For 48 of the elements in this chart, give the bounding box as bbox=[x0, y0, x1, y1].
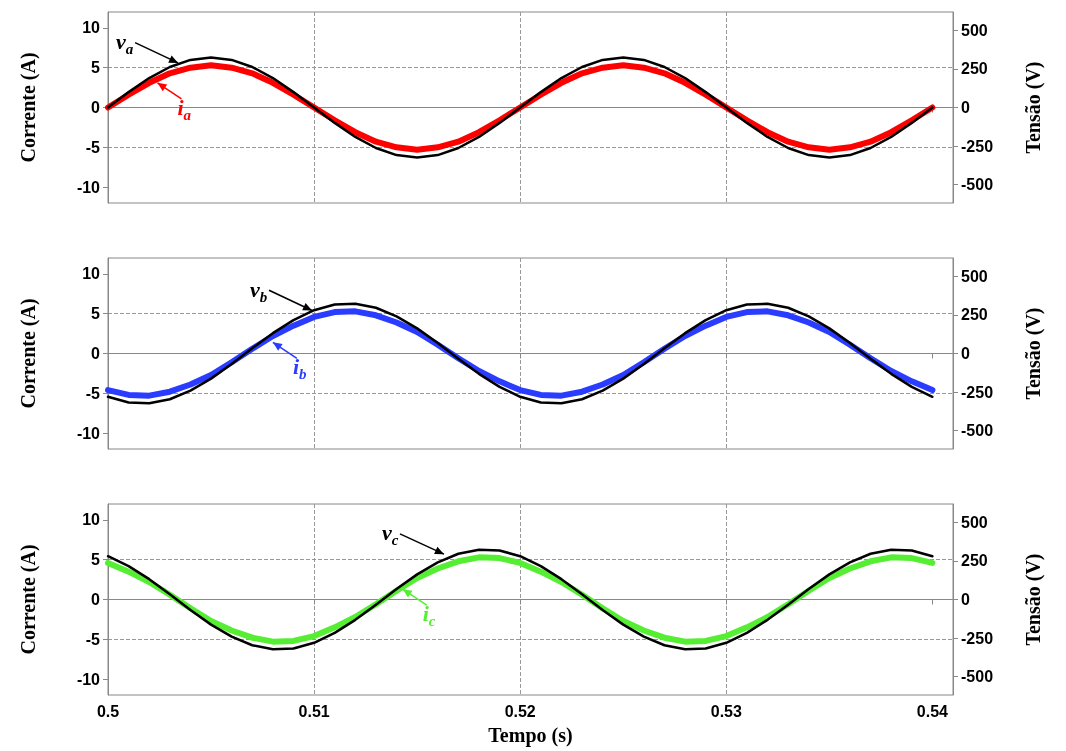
y-tick-label: -5 bbox=[85, 630, 101, 648]
y-axis-title: Corrente (A) bbox=[17, 52, 40, 163]
x-tick-label: 0.51 bbox=[298, 702, 330, 720]
annotation: v$_{a}$ bbox=[116, 28, 134, 58]
y-tick-label: -5 bbox=[85, 384, 101, 402]
y2-tick-label: 250 bbox=[961, 552, 988, 570]
y2-tick-label: -250 bbox=[961, 383, 994, 401]
y2-axis-title: Tensão (V) bbox=[1022, 61, 1045, 154]
y2-tick-label: -500 bbox=[961, 668, 994, 686]
x-tick-label: 0.53 bbox=[710, 702, 742, 720]
y2-tick-label: 0 bbox=[961, 591, 970, 608]
y2-tick-label: -250 bbox=[961, 629, 994, 647]
x-axis-title: Tempo (s) bbox=[488, 724, 573, 747]
y2-tick-label: 500 bbox=[961, 21, 988, 39]
y2-tick-label: -250 bbox=[961, 137, 994, 155]
y2-tick-label: 0 bbox=[961, 99, 970, 116]
y2-tick-label: 500 bbox=[961, 267, 988, 285]
y-tick-label: 5 bbox=[91, 551, 101, 569]
x-tick-label: 0.5 bbox=[96, 702, 120, 720]
y-tick-label: -10 bbox=[76, 670, 101, 688]
y2-tick-label: 250 bbox=[961, 60, 988, 78]
y2-tick-label: 0 bbox=[961, 345, 970, 362]
y-tick-label: 0 bbox=[91, 345, 101, 362]
x-tick-label: 0.52 bbox=[504, 702, 536, 720]
annotation: i$_{c}$ bbox=[422, 601, 436, 630]
y2-tick-label: 500 bbox=[961, 513, 988, 531]
y2-tick-label: -500 bbox=[961, 176, 994, 194]
y-tick-label: -5 bbox=[85, 138, 101, 156]
y2-tick-label: -500 bbox=[961, 422, 994, 440]
annotation: v$_{b}$ bbox=[250, 276, 268, 305]
y-tick-label: 10 bbox=[82, 19, 101, 37]
y-tick-label: 5 bbox=[91, 59, 101, 77]
y-tick-label: 10 bbox=[82, 511, 101, 529]
y2-tick-label: 250 bbox=[961, 306, 988, 324]
y-axis-title: Corrente (A) bbox=[17, 544, 40, 655]
annotation: i$_{b}$ bbox=[292, 354, 307, 383]
annotation: i$_{a}$ bbox=[177, 94, 192, 124]
y-tick-label: -10 bbox=[76, 424, 101, 442]
y2-axis-title: Tensão (V) bbox=[1022, 553, 1045, 646]
y-tick-label: 0 bbox=[91, 591, 101, 608]
y-tick-label: 0 bbox=[91, 99, 101, 116]
y-tick-label: 10 bbox=[82, 265, 101, 283]
y2-axis-title: Tensão (V) bbox=[1022, 307, 1045, 400]
x-tick-label: 0.54 bbox=[916, 702, 949, 720]
annotation: v$_{c}$ bbox=[381, 520, 399, 549]
y-axis-title: Corrente (A) bbox=[17, 298, 40, 409]
y-tick-label: 5 bbox=[91, 305, 101, 323]
y-tick-label: -10 bbox=[76, 178, 101, 196]
